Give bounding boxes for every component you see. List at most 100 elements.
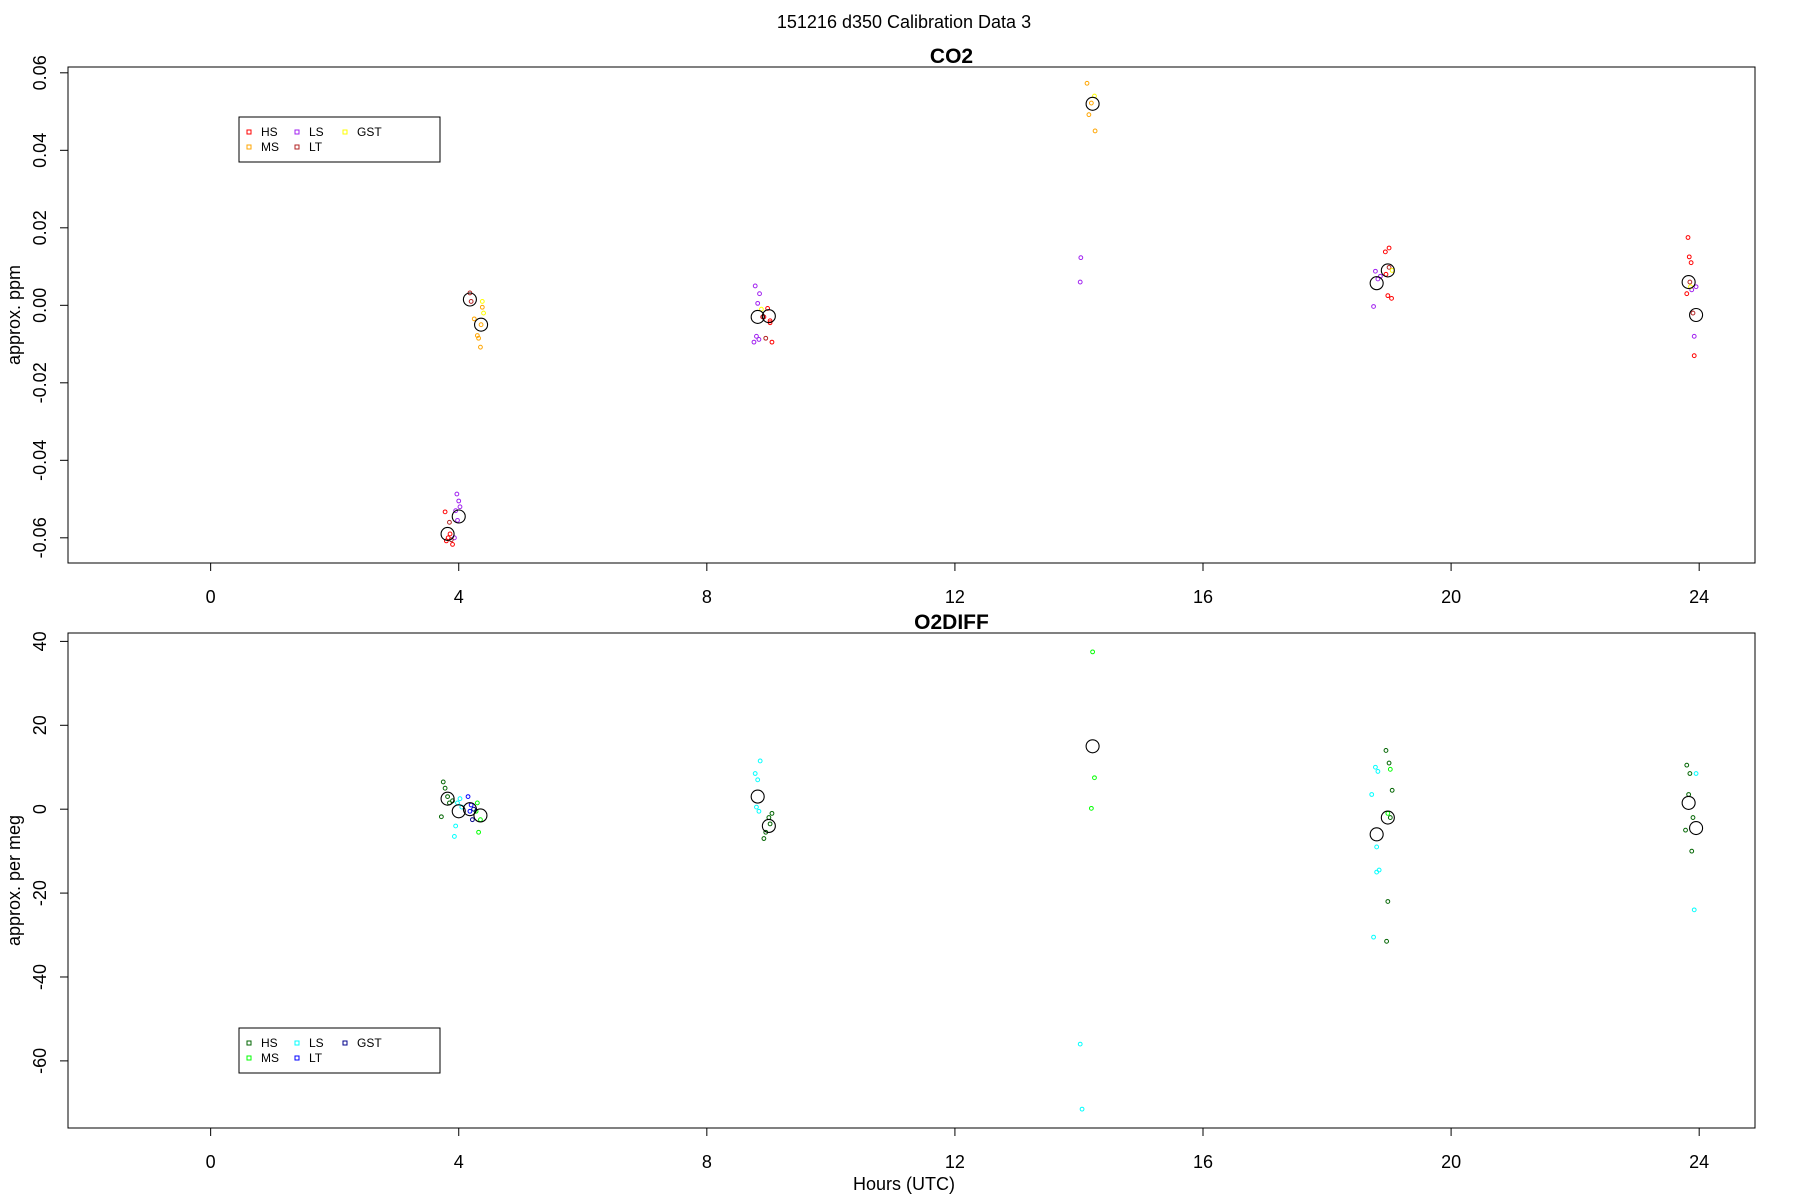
data-point: [767, 821, 773, 827]
mean-point: [1689, 307, 1704, 323]
series-ls: [451, 255, 1699, 541]
legend-marker: [246, 1040, 252, 1046]
mean-point: [750, 789, 765, 804]
data-point: [1371, 304, 1376, 309]
data-point: [468, 299, 474, 304]
data-point: [474, 800, 480, 806]
data-point: [761, 836, 767, 841]
data-point: [1387, 815, 1393, 820]
legend-marker: [294, 1040, 300, 1046]
data-point: [1078, 255, 1084, 261]
x-tick-label: 8: [702, 587, 712, 607]
data-point: [756, 337, 762, 342]
x-tick-label: 16: [1193, 1152, 1213, 1172]
data-point: [447, 531, 453, 537]
data-point: [769, 339, 775, 345]
data-point: [1689, 848, 1695, 854]
legend-label: LS: [309, 125, 324, 139]
data-point: [1079, 1106, 1085, 1112]
legend-marker: [294, 1055, 300, 1061]
series-ls: [451, 758, 1699, 1112]
y-tick-label: 0.04: [30, 133, 50, 168]
legend-marker: [246, 129, 252, 135]
data-point: [766, 815, 772, 820]
data-point: [1389, 295, 1394, 301]
panel-title: O2DIFF: [914, 611, 989, 634]
data-point: [755, 300, 761, 306]
data-point: [445, 794, 450, 800]
x-tick-label: 8: [702, 1152, 712, 1172]
data-point: [465, 794, 471, 800]
data-point: [1688, 260, 1694, 266]
mean-markers: [440, 739, 1704, 842]
data-point: [451, 834, 457, 839]
data-point: [1375, 769, 1381, 774]
mean-point: [1085, 96, 1100, 111]
data-point: [1369, 792, 1375, 797]
mean-point: [474, 317, 489, 332]
data-point: [1683, 827, 1688, 833]
data-point: [1088, 805, 1094, 811]
y-axis-label: approx. per meg: [4, 815, 24, 946]
data-point: [755, 777, 761, 783]
legend-label: LS: [309, 1036, 324, 1050]
x-tick-label: 4: [454, 1152, 464, 1172]
series-gst: [469, 806, 477, 823]
legend-marker: [246, 144, 252, 150]
legend-label: MS: [261, 1051, 279, 1065]
y-tick-label: -20: [30, 880, 50, 906]
data-point: [440, 779, 446, 785]
data-point: [442, 509, 448, 515]
mean-point: [1369, 276, 1384, 291]
data-point: [1693, 284, 1699, 290]
x-tick-label: 20: [1441, 1152, 1461, 1172]
data-point: [454, 491, 460, 497]
mean-point: [451, 509, 466, 524]
data-point: [479, 304, 485, 310]
data-point: [481, 310, 486, 316]
data-point: [453, 508, 459, 514]
data-point: [1374, 869, 1380, 875]
legend-box: [238, 1027, 441, 1074]
data-point: [1691, 333, 1697, 339]
mean-point: [1085, 739, 1100, 754]
mean-point: [451, 804, 466, 819]
y-tick-label: -0.06: [30, 517, 50, 558]
y-tick-label: 0: [30, 804, 50, 814]
x-tick-label: 0: [206, 587, 216, 607]
data-point: [1090, 649, 1096, 655]
data-point: [1383, 748, 1389, 753]
data-point: [1385, 899, 1391, 904]
data-point: [1382, 249, 1388, 255]
data-point: [754, 804, 759, 810]
o2diff-panel: O2DIFF 0 4 8 12 16 20 24 -60 -40 -20 0 20 40 approx. p…: [4, 611, 1756, 1194]
data-point: [1686, 254, 1692, 260]
data-point: [1690, 310, 1696, 316]
data-point: [1077, 279, 1083, 285]
legend-marker: [294, 144, 300, 150]
data-point: [756, 808, 762, 814]
data-point: [457, 504, 463, 510]
data-point: [1684, 762, 1690, 768]
data-point: [455, 517, 460, 523]
x-tick-label: 24: [1689, 587, 1709, 607]
data-point: [478, 322, 484, 328]
series-ms: [473, 649, 1393, 835]
data-point: [1687, 771, 1693, 776]
data-point: [469, 817, 475, 823]
data-point: [1693, 771, 1699, 776]
data-point: [757, 291, 762, 297]
data-point: [471, 806, 477, 812]
series-ms: [471, 80, 1098, 350]
data-point: [453, 823, 459, 829]
legend-label: MS: [261, 140, 279, 154]
data-point: [1686, 792, 1692, 797]
mean-point: [1689, 821, 1704, 836]
data-point: [450, 542, 455, 547]
series-hs: [438, 748, 1696, 944]
mean-markers: [440, 96, 1704, 541]
legend-marker: [342, 1040, 348, 1046]
data-point: [1687, 279, 1693, 285]
